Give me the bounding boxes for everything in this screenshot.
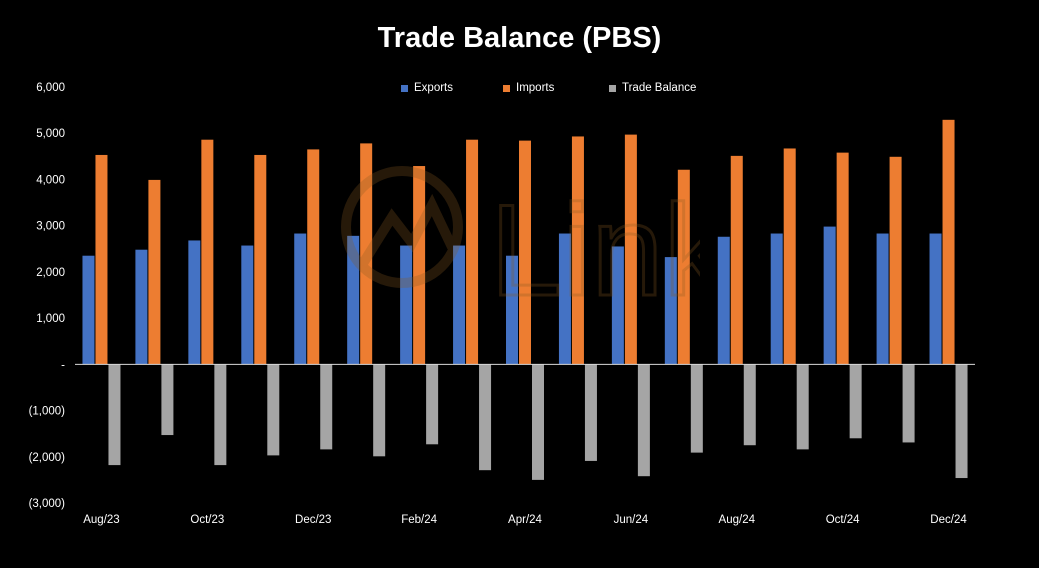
x-tick-label: Apr/24: [508, 514, 542, 526]
bar-trade-balance: [532, 364, 544, 480]
bar-trade-balance: [373, 364, 386, 457]
bar-exports: [400, 245, 413, 365]
bar-exports: [929, 233, 942, 365]
bar-exports: [664, 257, 677, 365]
bar-imports: [571, 136, 584, 365]
bar-trade-balance: [902, 364, 915, 443]
bar-imports: [95, 154, 108, 365]
watermark-mountain-icon: [357, 193, 457, 268]
bar-exports: [770, 233, 783, 365]
bar-trade-balance: [849, 364, 862, 439]
y-tick-label: (3,000): [29, 498, 66, 510]
x-tick-label: Dec/23: [295, 514, 331, 526]
watermark-logo: Link: [340, 155, 731, 325]
bar-trade-balance: [214, 364, 227, 466]
bar-exports: [506, 255, 518, 365]
y-tick-label: 6,000: [36, 82, 65, 94]
chart-legend: Exports Imports Trade Balance: [0, 82, 1039, 98]
bar-imports: [836, 152, 849, 365]
legend-item-trade-balance: Trade Balance: [609, 82, 696, 94]
legend-label-exports: Exports: [414, 82, 453, 94]
y-tick-label: (2,000): [29, 452, 66, 464]
bar-imports: [413, 166, 426, 365]
bar-imports: [360, 143, 373, 365]
bar-imports: [889, 156, 902, 365]
x-tick-label: Jun/24: [614, 514, 649, 526]
legend-item-imports: Imports: [503, 82, 554, 94]
y-tick-label: 2,000: [36, 267, 65, 279]
x-tick-label: Aug/24: [719, 514, 756, 526]
x-tick-label: Dec/24: [930, 514, 967, 526]
y-tick-label: (1,000): [29, 406, 66, 418]
bar-exports: [823, 226, 836, 365]
y-tick-label: 4,000: [36, 174, 65, 186]
bar-exports: [294, 233, 307, 365]
bar-imports: [307, 149, 320, 365]
x-tick-label: Aug/23: [83, 514, 119, 526]
bar-imports: [677, 169, 690, 365]
bar-trade-balance: [690, 364, 703, 453]
bar-exports: [135, 249, 148, 365]
bar-exports: [188, 240, 201, 365]
bar-imports: [942, 119, 955, 365]
y-tick-label: 3,000: [36, 221, 65, 233]
bar-exports: [453, 245, 466, 365]
bar-imports: [624, 134, 637, 365]
legend-label-imports: Imports: [516, 82, 555, 94]
bar-trade-balance: [479, 364, 492, 471]
legend-swatch-exports: [401, 84, 408, 92]
legend-swatch-imports: [503, 84, 510, 92]
bar-imports: [730, 155, 743, 365]
bar-exports: [82, 255, 95, 365]
legend-item-exports: Exports: [401, 82, 453, 94]
bar-imports: [466, 139, 479, 365]
bar-trade-balance: [320, 364, 333, 450]
bar-trade-balance: [108, 364, 121, 466]
bar-trade-balance: [743, 364, 756, 446]
legend-label-trade-balance: Trade Balance: [622, 82, 697, 94]
bar-exports: [347, 235, 360, 365]
bar-exports: [611, 246, 624, 365]
bar-trade-balance: [637, 364, 650, 477]
bar-trade-balance: [426, 364, 439, 445]
bar-exports: [241, 245, 254, 365]
x-tick-label: Feb/24: [401, 514, 437, 526]
bar-exports: [717, 236, 730, 365]
chart-title: Trade Balance (PBS): [377, 22, 662, 54]
bar-trade-balance: [796, 364, 809, 450]
bar-trade-balance: [584, 364, 597, 461]
watermark-text: Link: [490, 177, 700, 315]
y-tick-label: -: [61, 359, 65, 371]
bar-imports: [783, 148, 796, 365]
bar-imports: [254, 154, 267, 365]
legend-swatch-trade-balance: [609, 84, 616, 92]
x-tick-label: Oct/24: [826, 514, 860, 526]
bar-imports: [148, 179, 161, 365]
bar-imports: [519, 140, 531, 365]
bar-trade-balance: [267, 364, 280, 456]
y-tick-label: 5,000: [36, 128, 65, 140]
bar-trade-balance: [161, 364, 174, 436]
bar-trade-balance: [955, 364, 968, 479]
bar-exports: [876, 233, 889, 365]
bar-imports: [201, 139, 214, 365]
y-tick-label: 1,000: [36, 313, 65, 325]
bar-exports: [558, 233, 571, 365]
watermark-circle-icon: [341, 166, 463, 288]
x-tick-label: Oct/23: [190, 514, 224, 526]
